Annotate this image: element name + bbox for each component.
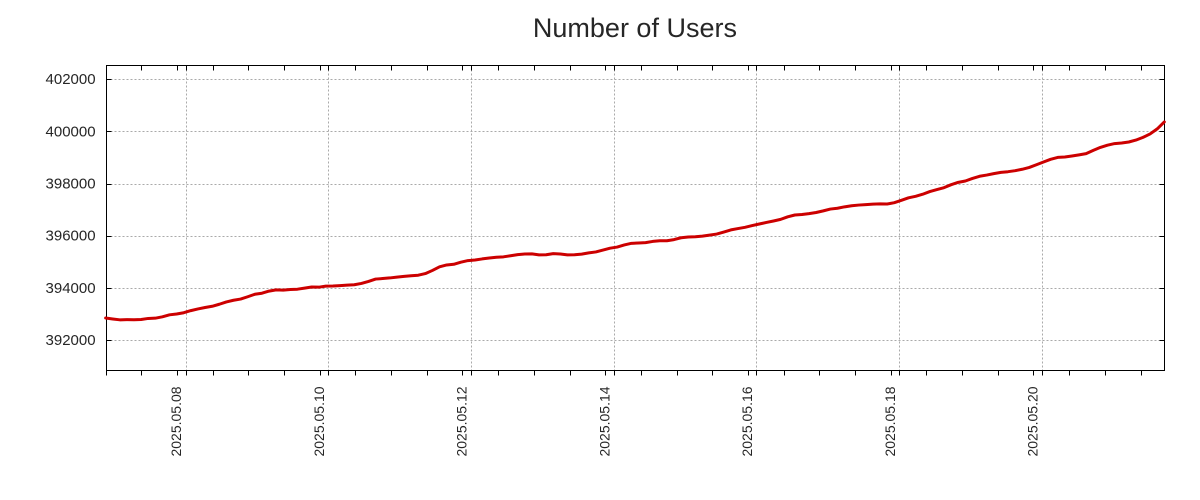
svg-text:2025.05.16: 2025.05.16 — [739, 386, 755, 456]
svg-text:2025.05.12: 2025.05.12 — [454, 386, 470, 456]
svg-text:398000: 398000 — [46, 176, 96, 193]
svg-text:402000: 402000 — [46, 71, 96, 88]
svg-text:396000: 396000 — [46, 228, 96, 245]
svg-text:400000: 400000 — [46, 123, 96, 140]
svg-text:2025.05.14: 2025.05.14 — [596, 386, 612, 456]
svg-text:2025.05.18: 2025.05.18 — [882, 386, 898, 456]
svg-text:2025.05.20: 2025.05.20 — [1025, 386, 1041, 456]
svg-text:392000: 392000 — [46, 332, 96, 349]
svg-text:2025.05.10: 2025.05.10 — [311, 386, 327, 456]
svg-text:394000: 394000 — [46, 280, 96, 297]
svg-text:2025.05.08: 2025.05.08 — [168, 386, 184, 456]
